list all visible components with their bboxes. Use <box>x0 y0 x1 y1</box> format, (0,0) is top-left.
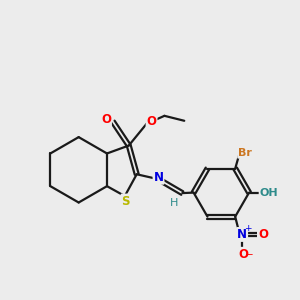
Text: O: O <box>258 228 268 241</box>
Text: OH: OH <box>260 188 278 198</box>
Text: O: O <box>101 113 111 126</box>
Text: Br: Br <box>238 148 252 158</box>
Text: N: N <box>154 171 164 184</box>
Text: +: + <box>244 224 252 233</box>
Text: S: S <box>122 194 130 208</box>
Text: N: N <box>237 228 247 241</box>
Text: H: H <box>170 198 178 208</box>
Text: −: − <box>245 250 254 260</box>
Text: O: O <box>238 248 248 261</box>
Text: O: O <box>147 115 157 128</box>
